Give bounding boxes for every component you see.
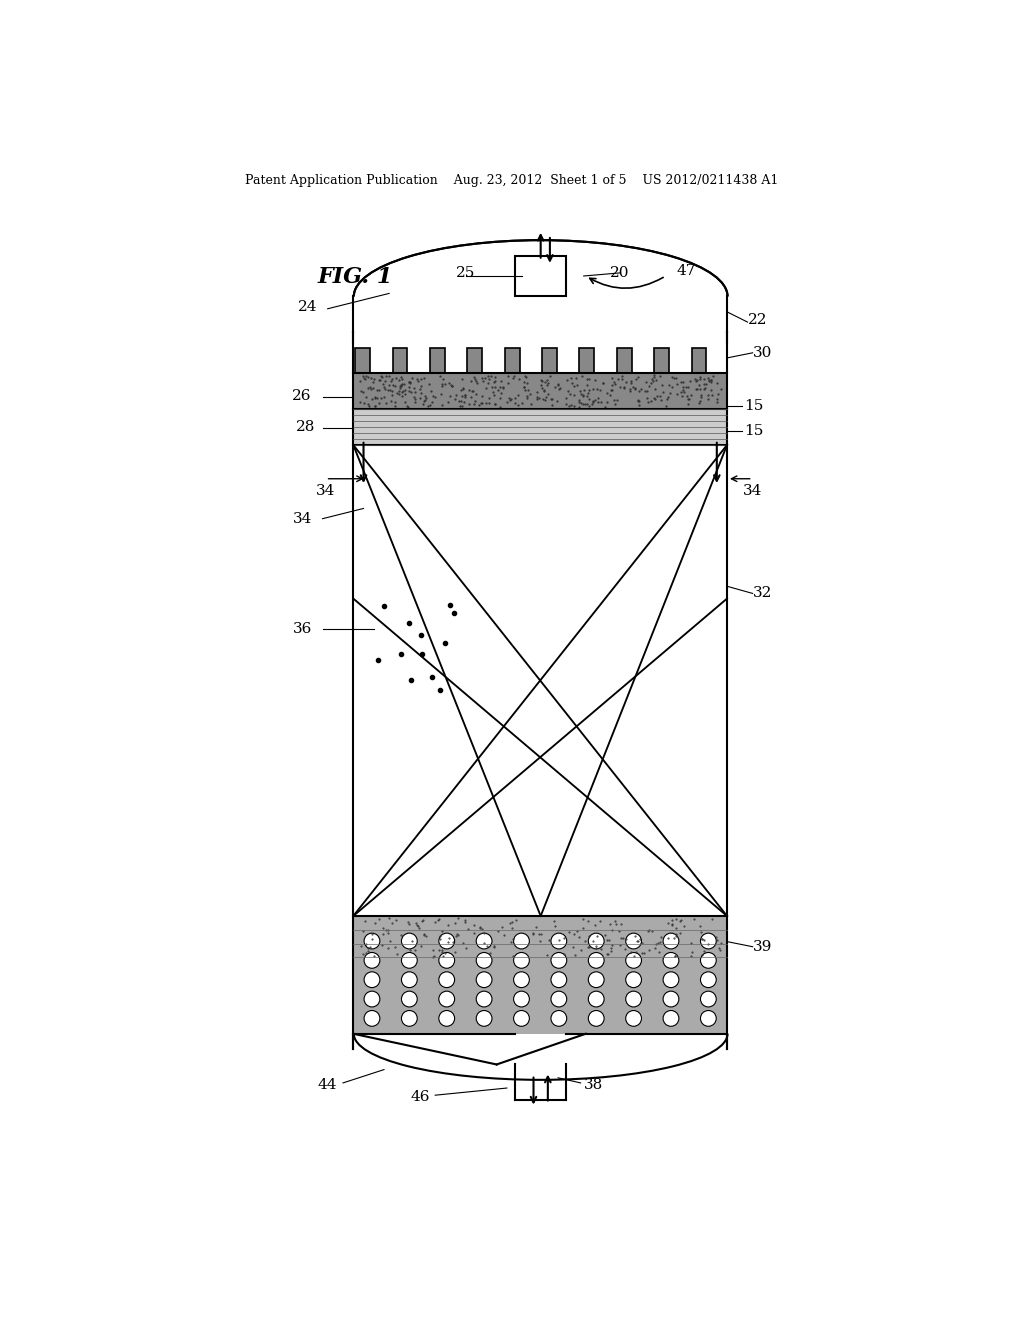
Bar bbox=[505, 347, 519, 374]
Text: 20: 20 bbox=[609, 265, 630, 280]
Text: 36: 36 bbox=[293, 622, 311, 636]
Circle shape bbox=[365, 933, 380, 949]
Text: 22: 22 bbox=[748, 313, 768, 327]
Bar bbox=[580, 347, 594, 374]
Circle shape bbox=[401, 991, 417, 1007]
Circle shape bbox=[514, 991, 529, 1007]
Circle shape bbox=[365, 953, 380, 969]
Circle shape bbox=[439, 972, 455, 987]
Bar bbox=[467, 347, 482, 374]
Circle shape bbox=[514, 972, 529, 987]
Circle shape bbox=[700, 953, 716, 969]
Circle shape bbox=[551, 933, 566, 949]
Circle shape bbox=[664, 991, 679, 1007]
Circle shape bbox=[365, 991, 380, 1007]
Circle shape bbox=[365, 972, 380, 987]
Bar bbox=[355, 347, 370, 374]
Circle shape bbox=[664, 953, 679, 969]
Text: Patent Application Publication    Aug. 23, 2012  Sheet 1 of 5    US 2012/0211438: Patent Application Publication Aug. 23, … bbox=[246, 174, 778, 186]
Text: 24: 24 bbox=[297, 300, 317, 314]
Circle shape bbox=[626, 953, 641, 969]
Circle shape bbox=[439, 953, 455, 969]
Circle shape bbox=[664, 933, 679, 949]
Text: 47: 47 bbox=[677, 264, 695, 279]
Bar bbox=[392, 347, 408, 374]
Circle shape bbox=[476, 953, 492, 969]
Text: 30: 30 bbox=[754, 346, 772, 360]
Circle shape bbox=[700, 933, 716, 949]
Circle shape bbox=[439, 991, 455, 1007]
Circle shape bbox=[401, 953, 417, 969]
Circle shape bbox=[551, 972, 566, 987]
Text: 34: 34 bbox=[293, 512, 311, 525]
Circle shape bbox=[476, 933, 492, 949]
Circle shape bbox=[700, 1011, 716, 1026]
Circle shape bbox=[401, 1011, 417, 1026]
Circle shape bbox=[626, 933, 641, 949]
Bar bbox=[353, 409, 727, 445]
Circle shape bbox=[551, 1011, 566, 1026]
Text: 28: 28 bbox=[296, 420, 314, 433]
Circle shape bbox=[551, 991, 566, 1007]
Circle shape bbox=[401, 972, 417, 987]
Bar bbox=[654, 347, 669, 374]
Circle shape bbox=[439, 1011, 455, 1026]
Circle shape bbox=[589, 953, 604, 969]
Circle shape bbox=[626, 1011, 641, 1026]
Circle shape bbox=[589, 1011, 604, 1026]
Circle shape bbox=[401, 933, 417, 949]
Circle shape bbox=[589, 933, 604, 949]
Circle shape bbox=[700, 972, 716, 987]
Text: 25: 25 bbox=[457, 265, 475, 280]
Bar bbox=[353, 916, 727, 1034]
Text: 32: 32 bbox=[754, 586, 772, 601]
Text: 39: 39 bbox=[754, 940, 772, 954]
Circle shape bbox=[514, 953, 529, 969]
Text: 44: 44 bbox=[317, 1078, 338, 1092]
Text: 26: 26 bbox=[292, 389, 312, 403]
Text: 46: 46 bbox=[410, 1090, 430, 1105]
Text: FIG. 1: FIG. 1 bbox=[317, 265, 393, 288]
Circle shape bbox=[589, 972, 604, 987]
Bar bbox=[542, 347, 557, 374]
Circle shape bbox=[365, 1011, 380, 1026]
Bar bbox=[616, 347, 632, 374]
Text: 15: 15 bbox=[744, 399, 763, 413]
Circle shape bbox=[626, 972, 641, 987]
Circle shape bbox=[626, 991, 641, 1007]
Circle shape bbox=[664, 1011, 679, 1026]
Bar bbox=[430, 347, 444, 374]
Bar bbox=[353, 374, 727, 409]
Circle shape bbox=[664, 972, 679, 987]
Text: 34: 34 bbox=[316, 484, 335, 498]
Circle shape bbox=[514, 933, 529, 949]
Bar bbox=[691, 347, 707, 374]
Circle shape bbox=[439, 933, 455, 949]
Text: 15: 15 bbox=[744, 424, 763, 438]
Text: 38: 38 bbox=[585, 1078, 603, 1092]
Text: 34: 34 bbox=[743, 484, 762, 498]
Circle shape bbox=[514, 1011, 529, 1026]
Circle shape bbox=[476, 1011, 492, 1026]
Circle shape bbox=[700, 991, 716, 1007]
Circle shape bbox=[551, 953, 566, 969]
Circle shape bbox=[476, 991, 492, 1007]
Bar bbox=[515, 256, 566, 297]
Circle shape bbox=[476, 972, 492, 987]
Circle shape bbox=[589, 991, 604, 1007]
